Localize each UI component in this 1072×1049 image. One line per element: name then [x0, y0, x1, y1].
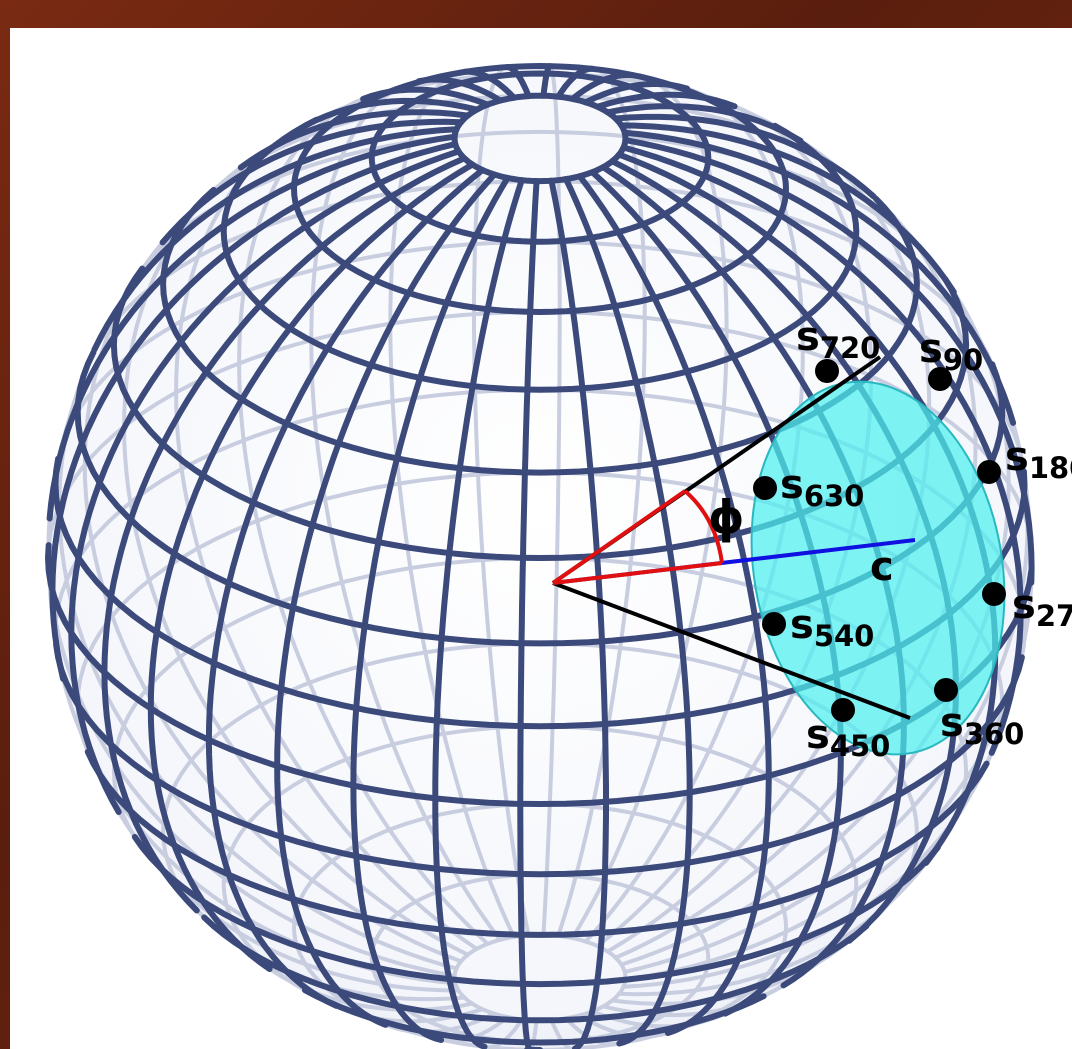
grid-line-front: [220, 116, 860, 393]
center-label: c: [870, 544, 894, 590]
grid-line-front: [451, 92, 629, 185]
grid-line-front: [563, 176, 693, 1047]
grid-line-front: [517, 178, 540, 1049]
grid-line-front: [201, 914, 870, 1024]
grid-line-front: [160, 186, 920, 476]
point-s450: [831, 698, 855, 722]
grid-line-front: [49, 141, 459, 682]
grid-line-front: [350, 174, 511, 1043]
grid-line-front: [68, 148, 462, 815]
grid-line-back: [57, 347, 459, 971]
grid-line-back: [221, 724, 542, 993]
angle-label: ϕ: [708, 490, 745, 544]
grid-line-front: [84, 748, 990, 938]
label-s450: s450: [806, 712, 890, 763]
point-s540: [762, 612, 786, 636]
grid-line-front: [131, 833, 941, 988]
grid-line-front: [274, 171, 498, 1028]
grid-line-back: [111, 556, 542, 839]
label-s360: s360: [940, 700, 1024, 751]
point-s720: [815, 359, 839, 383]
sphere-diagram: ϕ c s720 s90 s180 s630 s270 s540 s360 s4…: [44, 63, 1072, 1049]
point-s180: [977, 460, 1001, 484]
label-s270: s270: [1012, 582, 1072, 633]
grid-line-back: [538, 802, 789, 1049]
grid-line-back: [161, 641, 542, 920]
label-s90: s90: [919, 326, 983, 377]
grid-line-front: [110, 265, 970, 562]
label-s720: s720: [796, 314, 880, 365]
grid-line-front: [621, 129, 1017, 426]
grid-line-front: [53, 641, 1025, 878]
grid-line-front: [147, 161, 476, 972]
grid-line-front: [290, 63, 790, 316]
grid-line-front: [302, 987, 767, 1046]
diagram-panel: ϕ c s720 s90 s180 s630 s270 s540 s360 s4…: [10, 28, 1072, 1049]
cone-lower-line: [552, 581, 911, 720]
point-s630: [753, 476, 777, 500]
point-s90: [928, 367, 952, 391]
label-s630: s630: [780, 462, 864, 513]
label-s540: s540: [790, 602, 874, 653]
grid-line-front: [368, 70, 712, 245]
grid-line-front: [432, 177, 525, 1049]
point-s270: [982, 582, 1006, 606]
grid-line-front: [303, 97, 480, 129]
grid-line-front: [576, 173, 772, 1036]
grid-line-back: [122, 165, 470, 957]
grid-line-front: [46, 133, 458, 522]
grid-line-front: [618, 122, 957, 295]
angle-upper-leg: [551, 489, 687, 585]
angle-lower-leg: [552, 561, 723, 585]
point-s360: [934, 678, 958, 702]
label-s180: s180: [1005, 434, 1072, 485]
angle-arc: [683, 489, 724, 564]
grid-line-front: [548, 177, 609, 1049]
